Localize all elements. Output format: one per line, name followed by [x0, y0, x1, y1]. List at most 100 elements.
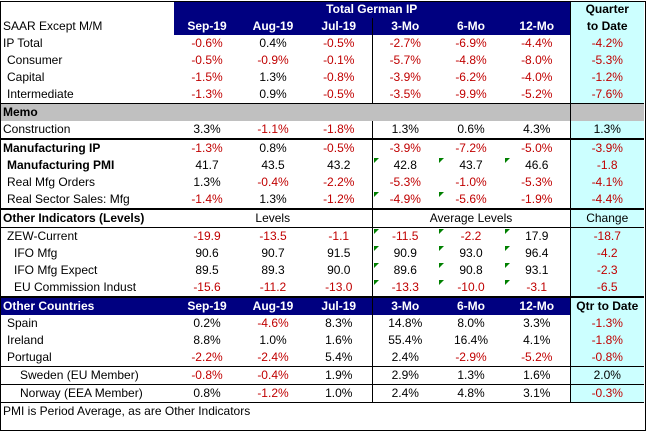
row-label: Portugal: [7, 350, 52, 364]
cell-value: 43.2: [327, 158, 351, 172]
cell-value: 5.4%: [325, 350, 353, 364]
cell-value: -1.1: [306, 227, 372, 245]
cell-value: -0.4%: [257, 175, 289, 189]
memo-row: Memo: [0, 103, 644, 121]
levels-label: Levels: [174, 208, 372, 228]
row-label: Construction: [3, 122, 71, 136]
column-header: Jul-19: [306, 296, 372, 315]
cell-value: 16.4%: [453, 333, 489, 347]
cell-value: -7.2%: [438, 138, 504, 157]
cell-value: -0.8%: [323, 70, 355, 84]
cell-value: 1.0%: [306, 384, 372, 403]
cell-value: -11.2: [259, 280, 287, 294]
cell-value: 4.8%: [438, 384, 504, 403]
cell-value: 43.7: [438, 157, 504, 174]
cell-value: -4.4%: [521, 36, 553, 50]
quarter-value: -0.8%: [569, 349, 644, 367]
cell-value: -15.6: [193, 280, 221, 294]
cell-value: 46.6: [504, 157, 570, 174]
column-header: 6-Mo: [438, 18, 504, 35]
column-header: Jul-19: [306, 18, 372, 35]
cell-value: -5.2%: [521, 87, 553, 101]
cell-value: -8.0%: [521, 53, 553, 67]
cell-value: -9.9%: [455, 87, 487, 101]
cell-value: -6.9%: [455, 36, 487, 50]
cell-value: 42.8: [371, 157, 438, 174]
cell-value: 93.1: [504, 262, 570, 279]
quarter-header-bottom: to Date: [569, 18, 644, 35]
cell-value: -1.2%: [240, 384, 306, 403]
cell-value: -1.2%: [323, 192, 355, 206]
cell-value: -5.3%: [521, 175, 553, 189]
cell-value: -5.3%: [371, 174, 438, 191]
cell-value: -5.2%: [521, 350, 553, 364]
row-label: Real Mfg Orders: [7, 175, 96, 189]
other-countries-label: Other Countries: [0, 296, 174, 315]
cell-value: -10.0: [438, 279, 504, 297]
cell-value: 14.8%: [371, 315, 438, 332]
row-label: Capital: [7, 70, 45, 84]
countries-header-row: Other Countries Sep-19 Aug-19 Jul-19 3-Mo 6-M…: [0, 296, 644, 315]
cell-value: -0.6%: [191, 36, 223, 50]
column-header: 12-Mo: [504, 296, 570, 315]
row-label: Spain: [7, 316, 38, 330]
average-levels-label: Average Levels: [371, 208, 570, 228]
quarter-value: 1.3%: [569, 121, 644, 139]
row-label: Intermediate: [7, 87, 74, 101]
note-row: PMI is Period Average, as are Other Indi…: [0, 402, 644, 420]
memo-blank: [306, 103, 372, 121]
other-indicators-label: Other Indicators (Levels): [0, 208, 174, 228]
cell-value: 55.4%: [371, 332, 438, 349]
cell-value: -1.8%: [323, 122, 355, 136]
cell-value: -1.0%: [455, 175, 487, 189]
cell-value: -13.5: [240, 227, 306, 245]
cell-value: 0.9%: [259, 87, 287, 101]
cell-value: -0.1%: [323, 53, 355, 67]
cell-value: -3.9%: [371, 69, 438, 86]
cell-value: 2.4%: [371, 384, 438, 403]
cell-value: -1.9%: [521, 192, 553, 206]
cell-value: -0.5%: [323, 36, 355, 50]
cell-value: -6.2%: [455, 70, 487, 84]
page-title: Total German IP: [174, 1, 570, 18]
cell-value: 90.9: [371, 245, 438, 262]
cell-value: -11.5: [371, 227, 438, 245]
table-row: IFO Mfg Expect 89.5 89.3 90.0 89.6 90.8 93.1 -2…: [0, 262, 644, 279]
row-label: Manufacturing IP: [0, 138, 174, 157]
table-row: Construction 3.3% -1.1% -1.8% 1.3% 0.6% 4.3% 1.…: [0, 121, 644, 139]
table-row: Sweden (EU Member) -0.8% -0.4% 1.9% 2.9% 1.3%…: [0, 366, 644, 385]
cell-value: 0.6%: [457, 122, 485, 136]
column-header: Sep-19: [174, 296, 240, 315]
quarter-value: -4.2: [569, 245, 644, 262]
quarter-value: -18.7: [569, 227, 644, 245]
memo-blank: [438, 103, 504, 121]
row-label: IFO Mfg: [14, 246, 58, 260]
cell-value: -1.3%: [174, 138, 240, 157]
cell-value: 43.5: [261, 158, 285, 172]
cell-value: -0.5%: [191, 53, 223, 67]
table-row: Manufacturing PMI 41.7 43.5 43.2 42.8 43.7 46.…: [0, 157, 644, 174]
cell-value: 0.2%: [193, 316, 221, 330]
cell-value: -1.5%: [191, 70, 223, 84]
table-row: IFO Mfg 90.6 90.7 91.5 90.9 93.0 96.4 -4.2: [0, 245, 644, 262]
quarter-value: -1.3%: [569, 315, 644, 332]
row-label: Real Sector Sales: Mfg: [7, 192, 130, 206]
row-label: Consumer: [7, 53, 63, 67]
column-header-row: SAAR Except M/M Sep-19 Aug-19 Jul-19 3-Mo 6-M…: [0, 18, 644, 35]
table-row: Ireland 8.8% 1.0% 1.6% 55.4% 16.4% 4.1% -1.8%: [0, 332, 644, 349]
cell-value: -1.1%: [257, 122, 289, 136]
table-row: Manufacturing IP -1.3% 0.8% -0.5% -3.9% -7.2%…: [0, 138, 644, 157]
row-label: Sweden (EU Member): [0, 366, 174, 385]
cell-value: 8.8%: [193, 333, 221, 347]
quarter-value: -4.1%: [569, 174, 644, 191]
table-row: Capital -1.5% 1.3% -0.8% -3.9% -6.2% -4.0% -1.2…: [0, 69, 644, 86]
cell-value: 1.3%: [259, 70, 287, 84]
row-label: Norway (EEA Member): [0, 384, 174, 403]
cell-value: -13.3: [371, 279, 438, 297]
cell-value: 41.7: [195, 158, 219, 172]
memo-blank: [174, 103, 240, 121]
cell-value: -2.2%: [323, 175, 355, 189]
cell-value: 0.8%: [174, 384, 240, 403]
title-spacer: [0, 1, 174, 18]
column-header: Aug-19: [240, 18, 306, 35]
